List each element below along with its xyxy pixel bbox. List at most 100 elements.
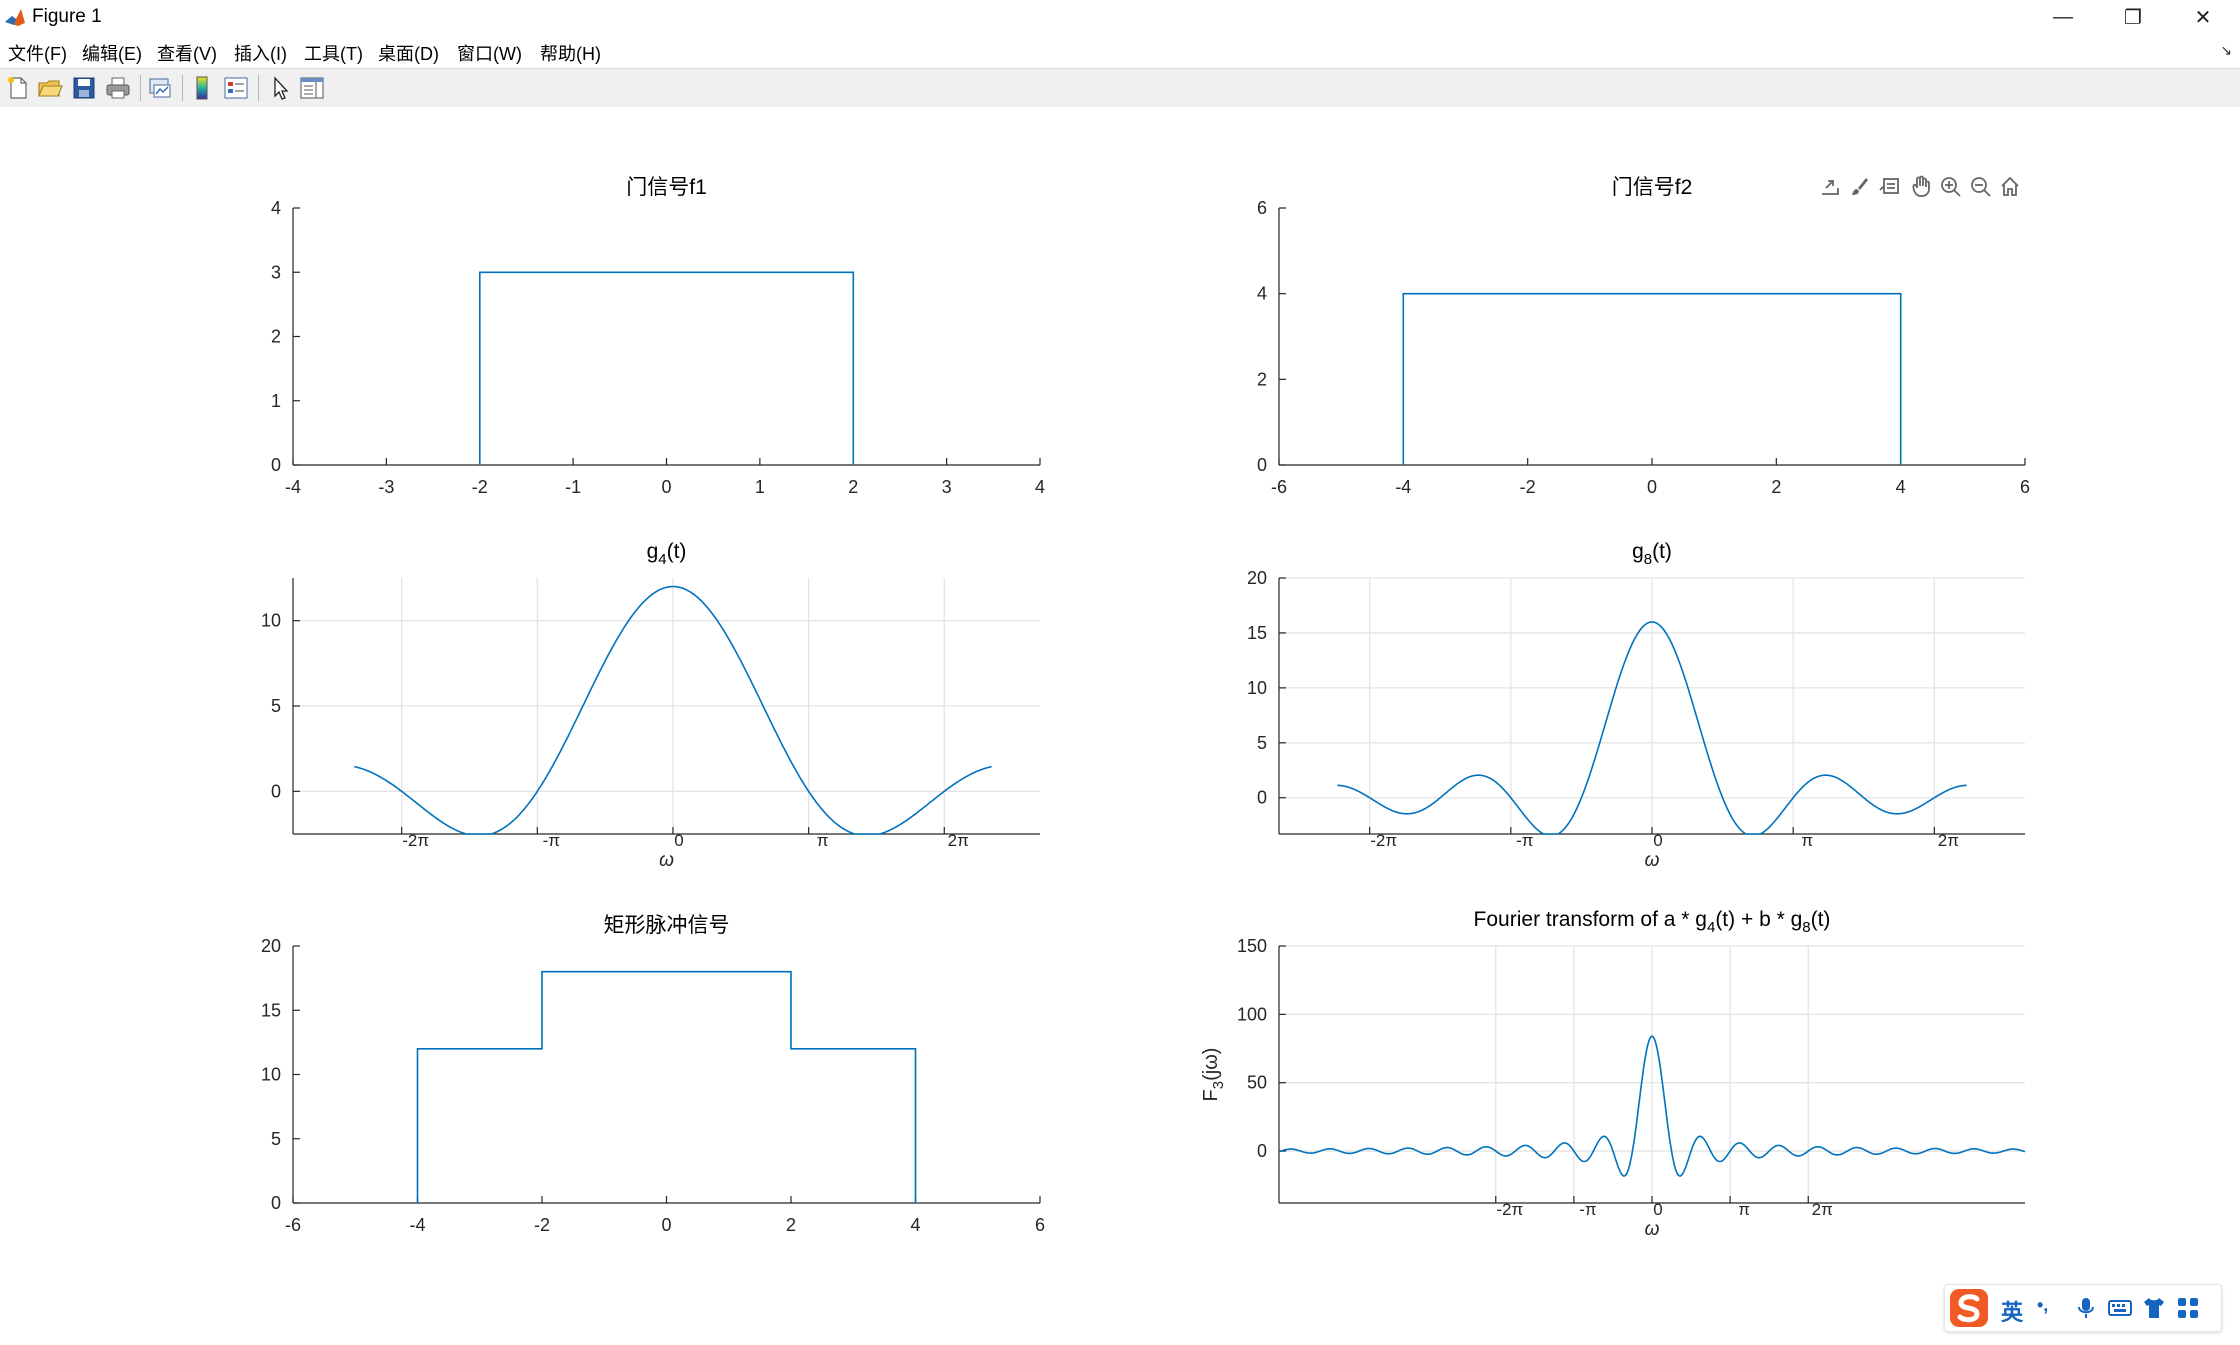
x-tick-label: -3 bbox=[378, 477, 394, 497]
figure-svg: -4 -3 -2 -1 0 1 2 3 4 0 1 2 3 4 门信号f1 -6 -4 -2 0 2 4 6 0 2 4 6 门信号… bbox=[261, 175, 2030, 1240]
home-icon[interactable] bbox=[2001, 176, 2019, 196]
microphone-icon[interactable] bbox=[2073, 1295, 2099, 1321]
window-title: Figure 1 bbox=[32, 6, 102, 27]
data-line bbox=[1337, 621, 1967, 835]
minimize-icon: — bbox=[2053, 5, 2073, 28]
y-tick-label: 5 bbox=[1257, 733, 1267, 753]
y-tick-label: 3 bbox=[271, 262, 281, 282]
new-figure-icon[interactable] bbox=[4, 74, 32, 102]
x-tick-label: -4 bbox=[409, 1215, 425, 1235]
restore-button[interactable]: ❐ bbox=[2098, 0, 2168, 34]
axes-2[interactable]: -6 -4 -2 0 2 4 6 0 2 4 6 门信号f2 bbox=[1257, 176, 2030, 497]
export-icon[interactable] bbox=[1822, 180, 1839, 195]
x-tick-label: -2 bbox=[1520, 477, 1536, 497]
x-tick-label: -π bbox=[1516, 831, 1533, 850]
x-tick-label: 0 bbox=[1653, 1200, 1662, 1219]
ime-punct-toggle[interactable]: •, bbox=[2037, 1295, 2049, 1315]
menu-tools[interactable]: 工具(T) bbox=[304, 44, 363, 64]
axes-3[interactable]: -2π -π 0 π 2π 0 5 10 g4(t) ω bbox=[261, 540, 1040, 871]
zoom-out-icon[interactable] bbox=[1971, 177, 1991, 197]
property-inspector-icon[interactable] bbox=[298, 74, 326, 102]
y-tick-label: 5 bbox=[271, 696, 281, 716]
x-tick-label: -π bbox=[1579, 1200, 1596, 1219]
y-tick-label: 150 bbox=[1237, 936, 1267, 956]
keyboard-icon[interactable] bbox=[2107, 1295, 2133, 1321]
dock-figure-icon[interactable]: ↘ bbox=[2220, 42, 2232, 58]
x-tick-label: 0 bbox=[1647, 477, 1657, 497]
legend-icon[interactable] bbox=[222, 74, 250, 102]
ime-language-toggle[interactable]: 英 bbox=[2001, 1300, 2024, 1325]
x-tick-label: 2π bbox=[948, 831, 969, 850]
edit-plot-arrow-icon[interactable] bbox=[266, 74, 294, 102]
window-titlebar: Figure 1 — ❐ ✕ bbox=[0, 0, 2240, 34]
close-icon: ✕ bbox=[2194, 6, 2212, 29]
axes-1[interactable]: -4 -3 -2 -1 0 1 2 3 4 0 1 2 3 4 门信号f1 bbox=[271, 176, 1045, 497]
toolbar-separator bbox=[258, 75, 259, 101]
sogou-logo-icon bbox=[1950, 1289, 1988, 1327]
toolbox-grid-icon[interactable] bbox=[2175, 1295, 2201, 1321]
x-tick-label: 4 bbox=[1035, 477, 1045, 497]
menu-edit[interactable]: 编辑(E) bbox=[82, 44, 142, 64]
menu-file[interactable]: 文件(F) bbox=[8, 44, 67, 64]
y-tick-label: 20 bbox=[1247, 568, 1267, 588]
y-tick-label: 4 bbox=[271, 198, 281, 218]
axes-6[interactable]: -2π -π π 0 2π 0 50 100 150 Fourier transform of a… bbox=[1200, 908, 2026, 1240]
x-tick-label: -2π bbox=[1496, 1200, 1523, 1219]
zoom-in-icon[interactable] bbox=[1941, 177, 1961, 197]
matlab-logo-icon bbox=[4, 6, 26, 28]
save-icon[interactable] bbox=[70, 74, 98, 102]
menu-help[interactable]: 帮助(H) bbox=[540, 44, 601, 64]
colorbar-icon[interactable] bbox=[188, 74, 216, 102]
axes-toolbar bbox=[1822, 175, 2019, 197]
axes-title: g8(t) bbox=[1632, 540, 1672, 568]
x-tick-label: -2π bbox=[1370, 831, 1397, 850]
x-tick-label: 4 bbox=[1896, 477, 1906, 497]
x-tick-label: 0 bbox=[661, 1215, 671, 1235]
y-tick-label: 15 bbox=[261, 1000, 281, 1020]
axes-title: Fourier transform of a * g4(t) + b * g8(… bbox=[1474, 908, 1831, 936]
open-file-icon[interactable] bbox=[36, 74, 64, 102]
print-icon[interactable] bbox=[104, 74, 132, 102]
x-tick-label: -π bbox=[543, 831, 560, 850]
y-tick-label: 10 bbox=[1247, 678, 1267, 698]
datatip-icon[interactable] bbox=[1879, 178, 1899, 194]
data-line bbox=[1402, 292, 1902, 465]
x-tick-label: 1 bbox=[755, 477, 765, 497]
x-tick-label: 3 bbox=[942, 477, 952, 497]
menu-view[interactable]: 查看(V) bbox=[157, 44, 217, 64]
menu-desktop[interactable]: 桌面(D) bbox=[378, 44, 439, 64]
close-button[interactable]: ✕ bbox=[2168, 0, 2238, 34]
y-tick-label: 6 bbox=[1257, 198, 1267, 218]
menu-window[interactable]: 窗口(W) bbox=[457, 44, 522, 64]
toolbar-separator bbox=[182, 75, 183, 101]
skin-shirt-icon[interactable] bbox=[2141, 1295, 2167, 1321]
ime-status-bar[interactable]: 英 •, bbox=[1944, 1284, 2222, 1332]
y-axis-label: F3(jω) bbox=[1200, 1048, 1227, 1102]
x-tick-label: -2 bbox=[472, 477, 488, 497]
data-line bbox=[354, 585, 992, 835]
minimize-button[interactable]: — bbox=[2028, 0, 2098, 34]
y-tick-label: 4 bbox=[1257, 284, 1267, 304]
x-tick-label: 2 bbox=[1771, 477, 1781, 497]
figure-canvas[interactable]: -4 -3 -2 -1 0 1 2 3 4 0 1 2 3 4 门信号f1 -6 -4 -2 0 2 4 6 0 2 4 6 门信号… bbox=[0, 107, 2240, 1340]
y-tick-label: 10 bbox=[261, 611, 281, 631]
pan-icon[interactable] bbox=[1912, 175, 1930, 197]
y-tick-label: 2 bbox=[271, 327, 281, 347]
axes-5[interactable]: -6 -4 -2 0 2 4 6 0 5 10 15 20 矩形脉冲信号 bbox=[261, 914, 1045, 1235]
menu-insert[interactable]: 插入(I) bbox=[234, 44, 287, 64]
brush-icon[interactable] bbox=[1852, 178, 1868, 195]
x-tick-label: 6 bbox=[2020, 477, 2030, 497]
axes-title: g4(t) bbox=[647, 540, 687, 568]
y-tick-label: 0 bbox=[1257, 455, 1267, 475]
axes-title: 门信号f2 bbox=[1612, 176, 1693, 199]
axes-4[interactable]: -2π -π π 0 2π 0 5 10 15 20 g8(t) ω bbox=[1247, 540, 2025, 871]
y-tick-label: 0 bbox=[271, 1193, 281, 1213]
y-tick-label: 5 bbox=[271, 1129, 281, 1149]
link-plot-icon[interactable] bbox=[146, 74, 174, 102]
x-tick-label: 2 bbox=[786, 1215, 796, 1235]
data-line bbox=[416, 970, 917, 1203]
data-line bbox=[1278, 1035, 2026, 1177]
y-tick-label: 0 bbox=[1257, 1141, 1267, 1161]
y-tick-label: 50 bbox=[1247, 1073, 1267, 1093]
menu-bar: 文件(F) 编辑(E) 查看(V) 插入(I) 工具(T) 桌面(D) 窗口(W… bbox=[0, 36, 2240, 66]
